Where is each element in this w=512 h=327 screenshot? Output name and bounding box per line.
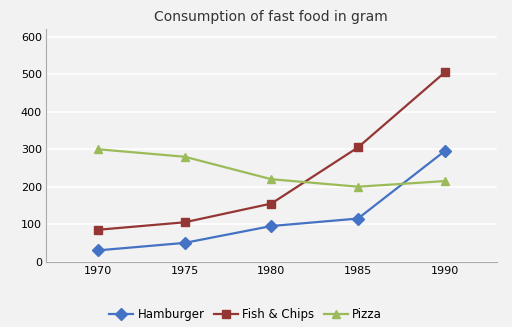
Pizza [355,185,361,189]
Hamburger [182,241,188,245]
Hamburger [268,224,274,228]
Pizza [182,155,188,159]
Fish & Chips [441,71,447,75]
Line: Hamburger: Hamburger [94,147,449,254]
Pizza [268,177,274,181]
Hamburger [95,249,101,252]
Legend: Hamburger, Fish & Chips, Pizza: Hamburger, Fish & Chips, Pizza [110,308,382,321]
Hamburger [441,149,447,153]
Fish & Chips [95,228,101,232]
Fish & Chips [355,146,361,149]
Fish & Chips [268,201,274,205]
Line: Pizza: Pizza [94,145,449,191]
Line: Fish & Chips: Fish & Chips [94,68,449,234]
Pizza [441,179,447,183]
Title: Consumption of fast food in gram: Consumption of fast food in gram [155,10,388,24]
Fish & Chips [182,220,188,224]
Pizza [95,147,101,151]
Hamburger [355,216,361,220]
